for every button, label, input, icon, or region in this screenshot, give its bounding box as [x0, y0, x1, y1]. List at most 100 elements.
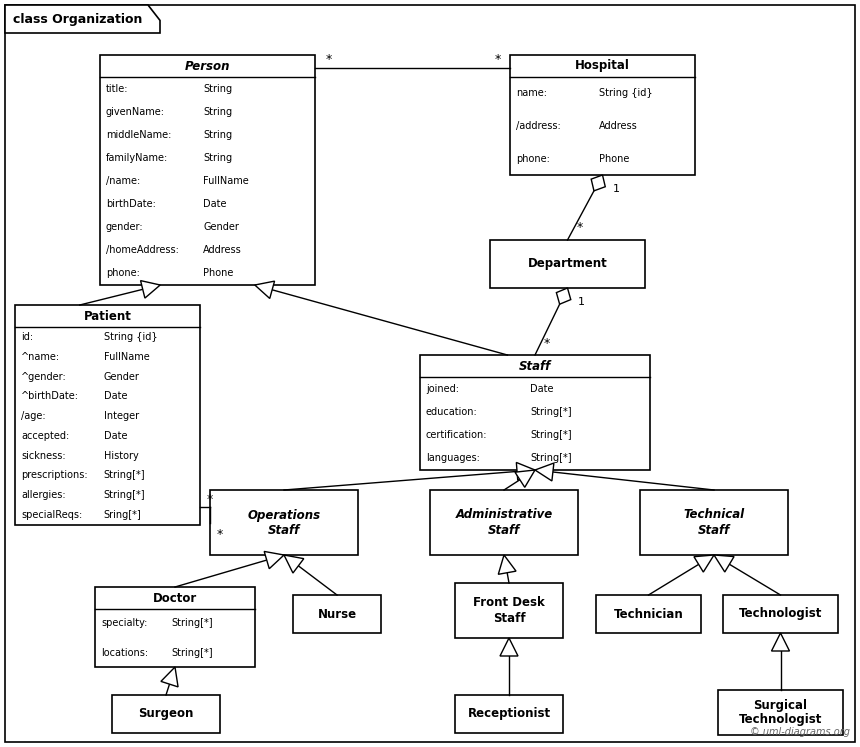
Text: Sring[*]: Sring[*]	[104, 510, 142, 520]
Text: 1: 1	[613, 184, 620, 194]
Text: Patient: Patient	[83, 309, 132, 323]
Text: middleName:: middleName:	[106, 130, 171, 140]
Text: String: String	[203, 130, 232, 140]
Bar	[723, 595, 838, 633]
Polygon shape	[714, 555, 734, 572]
Bar	[490, 240, 645, 288]
Bar	[455, 583, 563, 638]
Text: 1: 1	[578, 297, 585, 307]
Text: Phone: Phone	[203, 268, 234, 279]
Bar	[100, 55, 315, 285]
Text: *: *	[326, 54, 332, 66]
Text: Nurse: Nurse	[317, 607, 357, 621]
Text: String[*]: String[*]	[104, 490, 145, 500]
Polygon shape	[284, 555, 304, 573]
Text: *: *	[217, 528, 223, 541]
Text: Integer: Integer	[104, 411, 139, 421]
Text: String: String	[203, 153, 232, 163]
Bar	[430, 490, 578, 555]
Text: joined:: joined:	[426, 384, 459, 394]
Text: ^birthDate:: ^birthDate:	[21, 391, 79, 401]
Polygon shape	[535, 463, 554, 481]
Text: accepted:: accepted:	[21, 431, 70, 441]
Text: Technical
Staff: Technical Staff	[684, 509, 745, 536]
Text: Technician: Technician	[614, 607, 684, 621]
Text: Surgical
Technologist: Surgical Technologist	[739, 698, 822, 727]
Text: phone:: phone:	[516, 154, 550, 164]
Bar	[718, 690, 843, 735]
Bar	[510, 55, 695, 175]
Text: Department: Department	[528, 258, 607, 270]
Polygon shape	[591, 175, 605, 190]
Text: id:: id:	[21, 332, 34, 342]
Text: *: *	[494, 54, 501, 66]
Text: Administrative
Staff: Administrative Staff	[456, 509, 553, 536]
Text: locations:: locations:	[101, 648, 148, 657]
Text: ^name:: ^name:	[21, 352, 60, 362]
Text: /homeAddress:: /homeAddress:	[106, 245, 179, 255]
Text: Date: Date	[203, 199, 227, 209]
Text: String {id}: String {id}	[599, 88, 653, 99]
Text: givenName:: givenName:	[106, 107, 165, 117]
Bar	[95, 587, 255, 667]
Text: String[*]: String[*]	[172, 648, 213, 657]
Text: String[*]: String[*]	[531, 453, 572, 463]
Text: *: *	[207, 492, 213, 506]
Text: sickness:: sickness:	[21, 450, 65, 461]
Text: /age:: /age:	[21, 411, 46, 421]
Text: Surgeon: Surgeon	[138, 707, 194, 721]
Text: name:: name:	[516, 88, 547, 99]
Text: Date: Date	[531, 384, 554, 394]
Polygon shape	[264, 551, 284, 568]
Text: String {id}: String {id}	[104, 332, 157, 342]
Bar	[112, 695, 220, 733]
Polygon shape	[556, 288, 571, 304]
Text: Address: Address	[203, 245, 242, 255]
Text: allergies:: allergies:	[21, 490, 65, 500]
Text: title:: title:	[106, 84, 128, 93]
Text: Gender: Gender	[104, 371, 139, 382]
Text: /name:: /name:	[106, 176, 140, 186]
Bar	[640, 490, 788, 555]
Text: String[*]: String[*]	[104, 471, 145, 480]
Bar	[455, 695, 563, 733]
Polygon shape	[5, 5, 160, 33]
Text: String[*]: String[*]	[531, 430, 572, 440]
Text: String: String	[203, 107, 232, 117]
Bar	[420, 355, 650, 470]
Text: ^gender:: ^gender:	[21, 371, 67, 382]
Text: class Organization: class Organization	[13, 13, 143, 25]
Polygon shape	[161, 667, 178, 687]
Polygon shape	[498, 555, 516, 574]
Polygon shape	[516, 462, 535, 480]
Bar	[596, 595, 701, 633]
Text: Gender: Gender	[203, 222, 239, 232]
Polygon shape	[255, 281, 274, 299]
Text: Technologist: Technologist	[739, 607, 822, 621]
Text: String: String	[203, 84, 232, 93]
Text: Front Desk
Staff: Front Desk Staff	[473, 597, 545, 624]
Text: String[*]: String[*]	[531, 407, 572, 417]
Bar	[210, 490, 358, 555]
Text: Hospital: Hospital	[575, 60, 630, 72]
Text: languages:: languages:	[426, 453, 480, 463]
Text: Staff: Staff	[519, 359, 551, 373]
Text: Address: Address	[599, 121, 637, 131]
Text: *: *	[576, 222, 582, 235]
Text: phone:: phone:	[106, 268, 140, 279]
Polygon shape	[694, 555, 714, 572]
Text: /address:: /address:	[516, 121, 561, 131]
Polygon shape	[140, 281, 160, 298]
Text: Date: Date	[104, 431, 127, 441]
Text: Phone: Phone	[599, 154, 630, 164]
Text: Doctor: Doctor	[153, 592, 197, 604]
Bar	[15, 305, 200, 525]
Text: specialty:: specialty:	[101, 619, 147, 628]
Text: specialReqs:: specialReqs:	[21, 510, 83, 520]
Text: birthDate:: birthDate:	[106, 199, 156, 209]
Text: Person: Person	[185, 60, 230, 72]
Text: Operations
Staff: Operations Staff	[248, 509, 321, 536]
Text: Date: Date	[104, 391, 127, 401]
Polygon shape	[771, 633, 789, 651]
Text: familyName:: familyName:	[106, 153, 169, 163]
